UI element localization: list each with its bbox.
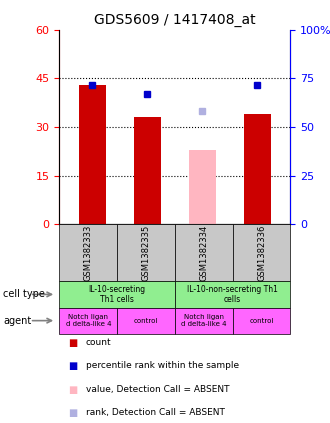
Text: GSM1382335: GSM1382335 <box>142 225 150 281</box>
Bar <box>134 117 161 224</box>
Text: percentile rank within the sample: percentile rank within the sample <box>86 361 239 370</box>
Text: count: count <box>86 338 112 347</box>
Bar <box>79 85 106 224</box>
Text: control: control <box>134 318 158 324</box>
Text: ■: ■ <box>68 385 77 395</box>
Bar <box>244 114 271 224</box>
Text: ■: ■ <box>68 361 77 371</box>
Text: Notch ligan
d delta-like 4: Notch ligan d delta-like 4 <box>66 314 111 327</box>
Text: Notch ligan
d delta-like 4: Notch ligan d delta-like 4 <box>181 314 226 327</box>
Text: GSM1382333: GSM1382333 <box>84 225 93 281</box>
Text: GSM1382334: GSM1382334 <box>199 225 208 281</box>
Text: GSM1382336: GSM1382336 <box>257 225 266 281</box>
Text: rank, Detection Call = ABSENT: rank, Detection Call = ABSENT <box>86 408 225 417</box>
Bar <box>189 150 216 224</box>
Text: control: control <box>249 318 274 324</box>
Title: GDS5609 / 1417408_at: GDS5609 / 1417408_at <box>94 13 256 27</box>
Text: IL-10-non-secreting Th1
cells: IL-10-non-secreting Th1 cells <box>187 285 278 304</box>
Text: cell type: cell type <box>3 289 45 299</box>
Text: agent: agent <box>3 316 32 326</box>
Text: IL-10-secreting
Th1 cells: IL-10-secreting Th1 cells <box>88 285 146 304</box>
Text: ■: ■ <box>68 338 77 348</box>
Text: ■: ■ <box>68 408 77 418</box>
Text: value, Detection Call = ABSENT: value, Detection Call = ABSENT <box>86 385 229 393</box>
